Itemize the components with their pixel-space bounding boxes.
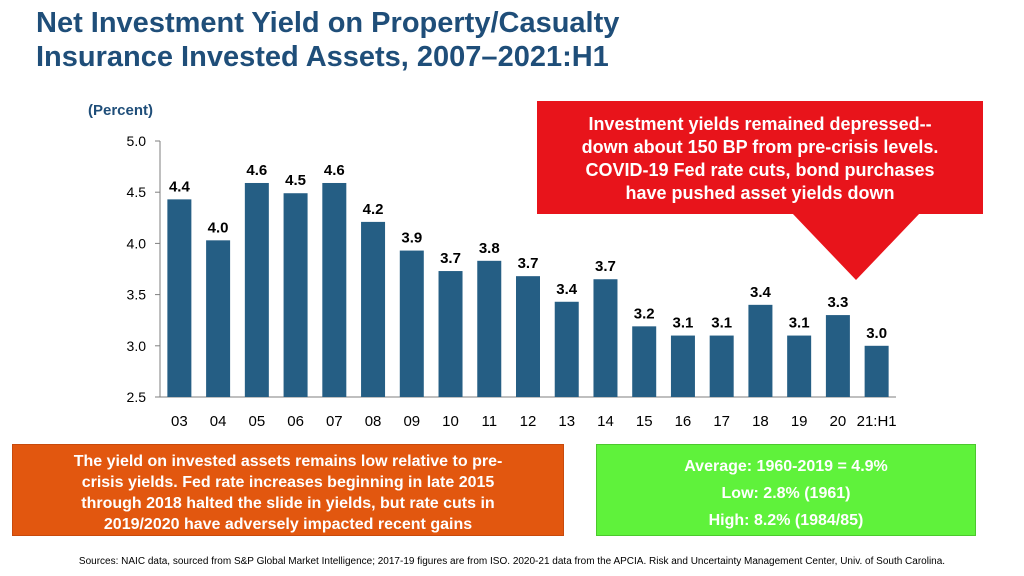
title-line-1: Net Investment Yield on Property/Casualt… [36,7,620,39]
stats-high: High: 8.2% (1984/85) [708,512,864,529]
bar [864,345,889,397]
stats-low: Low: 2.8% (1961) [721,485,851,502]
note-line-4: 2019/2020 have adversely impacted recent… [103,516,473,533]
bar [399,250,424,397]
x-tick-label: 08 [365,413,382,430]
x-tick-label: 14 [597,413,614,430]
bars [167,182,889,397]
bar [361,221,386,397]
x-tick-label: 18 [752,413,769,430]
note-line-3: through 2018 halted the slide in yields,… [81,495,495,512]
bar [632,326,657,397]
bar-value-label: 4.5 [285,172,306,189]
bar-value-label: 3.1 [711,315,732,332]
note-line-1: The yield on invested assets remains low… [73,453,503,470]
bar-value-label: 4.6 [246,162,267,179]
unit-label: (Percent) [88,102,154,119]
stats-box: Average: 1960-2019 = 4.9% Low: 2.8% (196… [596,444,976,536]
x-tick-label: 20 [830,413,847,430]
bar-value-label: 3.3 [827,294,848,311]
bar [516,276,540,397]
x-tick-label: 10 [442,413,459,430]
stats-average: Average: 1960-2019 = 4.9% [684,458,888,475]
bar-value-label: 3.2 [634,305,655,322]
bar [709,335,734,397]
y-tick-label: 5.0 [127,133,147,149]
x-tick-label: 21:H1 [857,413,897,430]
x-tick-label: 09 [403,413,420,430]
bar-value-label: 4.6 [324,162,345,179]
x-tick-label: 05 [248,413,265,430]
y-tick-label: 2.5 [127,389,147,405]
x-tick-label: 12 [520,413,537,430]
bar [554,301,579,397]
bar [825,315,850,397]
bar-value-label: 3.9 [401,230,422,247]
page-title: Net Investment Yield on Property/Casualt… [36,6,619,74]
bar [748,304,773,397]
y-tick-label: 3.5 [127,287,147,303]
callout-line-1: Investment yields remained depressed-- [588,114,932,134]
callout-box: Investment yields remained depressed-- d… [537,101,983,214]
callout-line-2: down about 150 BP from pre-crisis levels… [581,137,939,157]
title-line-2: Insurance Invested Assets, 2007–2021:H1 [36,41,609,73]
bar [244,182,269,397]
bar [206,240,231,397]
x-tick-label: 16 [675,413,692,430]
x-tick-label: 13 [558,413,575,430]
bar-value-label: 3.0 [866,325,887,342]
y-tick-label: 4.0 [127,235,147,251]
x-tick-label: 03 [171,413,188,430]
x-tick-label: 19 [791,413,808,430]
bar-value-label: 3.8 [479,240,500,257]
bar-value-label: 3.1 [673,315,694,332]
note-box: The yield on invested assets remains low… [12,444,564,536]
bar [787,335,812,397]
sources-note: Sources: NAIC data, sourced from S&P Glo… [78,556,946,567]
bar [477,260,502,397]
y-tick-label: 3.0 [127,338,147,354]
bar-value-label: 3.7 [440,250,461,267]
callout-line-4: have pushed asset yields down [625,183,895,203]
note-line-2: crisis yields. Fed rate increases beginn… [81,474,495,491]
bar [438,271,463,397]
x-axis: 03 04 05 06 07 08 09 10 11 12 13 14 15 16 17 18 19 20 21:H… [160,396,897,430]
x-tick-label: 07 [326,413,343,430]
callout-line-3: COVID-19 Fed rate cuts, bond purchases [585,160,935,180]
bar-value-label: 3.7 [518,255,539,272]
bar-value-label: 3.7 [595,258,616,275]
bar [322,182,347,397]
y-axis: 2.5 3.0 3.5 4.0 4.5 5.0 [127,133,161,405]
x-tick-label: 06 [287,413,304,430]
bar [670,335,695,397]
bar [167,199,192,397]
bar-value-label: 4.2 [363,201,384,218]
bar-value-label: 3.4 [750,284,772,301]
y-tick-label: 4.5 [127,184,147,200]
bar-value-label: 4.0 [208,219,229,236]
bar-labels: 4.4 4.0 4.6 4.5 4.6 4.2 3.9 3.7 3.8 3.7 3.4 3.7 3.2 3… [169,162,887,342]
bar-value-label: 3.4 [556,281,578,298]
bar-value-label: 4.4 [169,178,191,195]
bar-value-label: 3.1 [789,315,810,332]
x-tick-label: 15 [636,413,653,430]
x-tick-label: 17 [713,413,730,430]
bar [283,193,308,397]
bar [593,279,618,397]
x-tick-label: 04 [210,413,227,430]
x-tick-label: 11 [481,413,497,430]
